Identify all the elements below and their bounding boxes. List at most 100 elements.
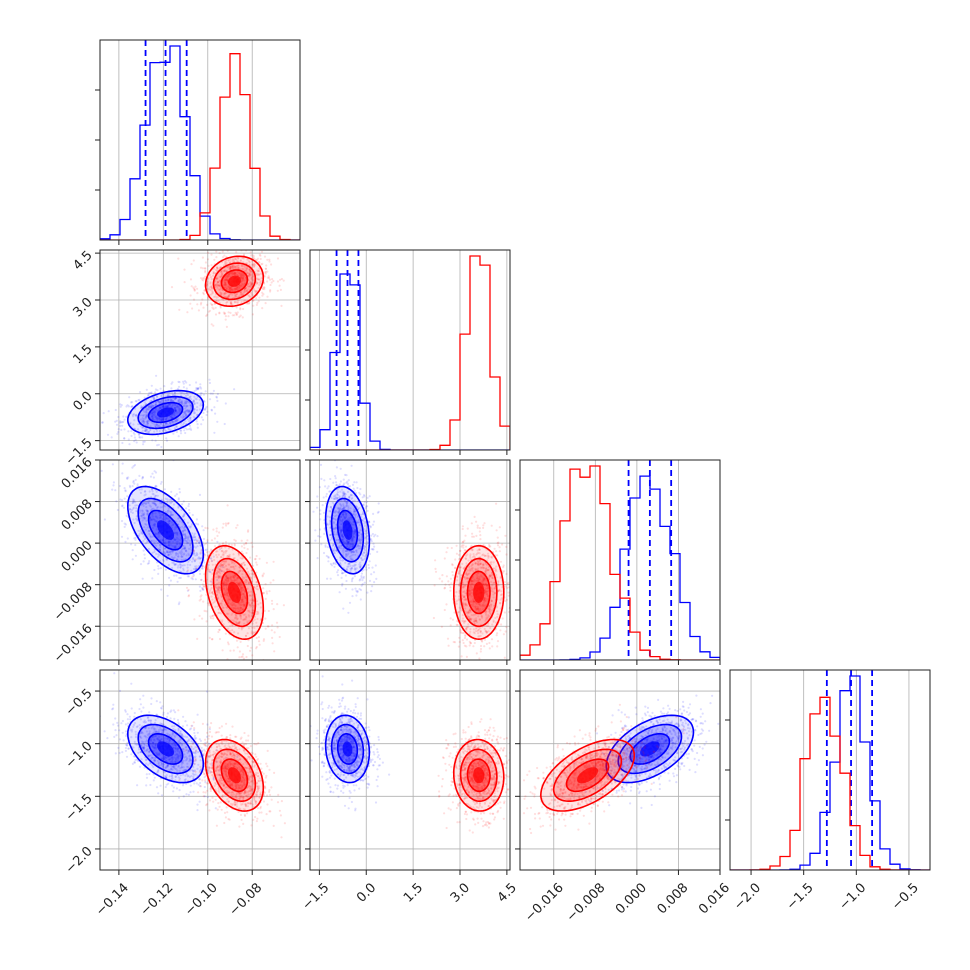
sample-point — [207, 298, 210, 301]
sample-point — [351, 588, 354, 591]
sample-point — [147, 547, 150, 551]
sample-point — [195, 529, 198, 533]
sample-point — [192, 399, 195, 402]
sample-point — [139, 406, 142, 410]
sample-point — [223, 269, 226, 272]
sample-point — [179, 566, 182, 569]
sample-point — [231, 303, 234, 306]
sample-point — [268, 260, 271, 263]
sample-point — [156, 419, 159, 422]
sample-point — [239, 293, 242, 296]
sample-point — [149, 405, 152, 409]
sample-point — [142, 539, 145, 543]
sample-point — [173, 403, 176, 406]
sample-point — [206, 539, 209, 542]
sample-point — [158, 417, 161, 420]
sample-point — [371, 566, 374, 569]
sample-point — [260, 250, 264, 253]
sample-point — [149, 391, 152, 395]
sample-point — [142, 549, 145, 552]
sample-point — [154, 494, 158, 497]
sample-point — [149, 405, 152, 408]
sample-point — [205, 413, 208, 417]
sample-point — [145, 411, 148, 414]
sample-point — [365, 568, 368, 571]
sample-point — [237, 621, 240, 625]
sample-point — [179, 543, 182, 546]
sample-point — [154, 499, 157, 503]
sample-point — [234, 258, 237, 261]
sample-point — [245, 287, 248, 290]
sample-point — [189, 294, 192, 297]
sample-point — [163, 385, 166, 388]
sample-point — [161, 429, 164, 432]
sample-point — [446, 546, 449, 550]
sample-point — [371, 548, 374, 551]
sample-point — [364, 566, 367, 569]
sample-point — [187, 595, 190, 598]
sample-point — [446, 637, 450, 640]
sample-point — [223, 279, 226, 282]
sample-point — [182, 533, 185, 536]
sample-point — [176, 419, 179, 422]
sample-point — [246, 644, 249, 648]
sample-point — [206, 280, 209, 283]
sample-point — [239, 314, 242, 317]
sample-point — [190, 548, 193, 551]
sample-point — [223, 292, 227, 295]
sample-point — [138, 534, 141, 537]
sample-point — [184, 412, 187, 415]
sample-point — [204, 542, 207, 545]
sample-point — [127, 430, 130, 433]
sample-point — [184, 549, 187, 553]
sample-point — [359, 493, 362, 496]
sample-point — [229, 247, 231, 249]
sample-point — [165, 405, 168, 408]
sample-point — [174, 409, 177, 413]
sample-point — [229, 300, 232, 303]
sample-point — [147, 431, 150, 434]
sample-point — [161, 538, 164, 541]
sample-point — [226, 504, 229, 507]
sample-point — [167, 427, 170, 430]
sample-point — [184, 402, 188, 405]
sample-point — [242, 253, 246, 256]
sample-point — [233, 267, 236, 270]
sample-point — [202, 529, 205, 532]
sample-point — [141, 577, 144, 580]
sample-point — [216, 281, 219, 284]
sample-point — [215, 256, 218, 259]
sample-point — [241, 653, 245, 656]
sample-point — [209, 392, 212, 395]
sample-point — [181, 515, 184, 518]
sample-point — [173, 574, 176, 577]
sample-point — [264, 267, 267, 270]
sample-point — [146, 420, 149, 423]
sample-point — [250, 283, 253, 286]
sample-point — [208, 398, 212, 401]
sample-point — [166, 551, 169, 554]
sample-point — [151, 439, 154, 442]
sample-point — [196, 303, 199, 306]
sample-point — [196, 426, 199, 429]
sample-point — [254, 290, 258, 293]
sample-point — [189, 544, 192, 547]
sample-point — [160, 419, 163, 422]
sample-point — [441, 574, 444, 577]
sample-point — [371, 523, 375, 526]
sample-point — [154, 415, 157, 418]
sample-point — [175, 410, 178, 414]
sample-point — [154, 410, 157, 413]
sample-point — [225, 276, 228, 279]
sample-point — [165, 550, 168, 553]
sample-point — [286, 665, 288, 667]
sample-point — [216, 277, 219, 280]
sample-point — [181, 503, 184, 506]
sample-point — [206, 288, 209, 291]
sample-point — [132, 499, 135, 503]
sample-point — [257, 636, 260, 639]
sample-point — [144, 490, 147, 493]
sample-point — [175, 430, 178, 434]
sample-point — [150, 405, 153, 408]
sample-point — [250, 541, 253, 544]
